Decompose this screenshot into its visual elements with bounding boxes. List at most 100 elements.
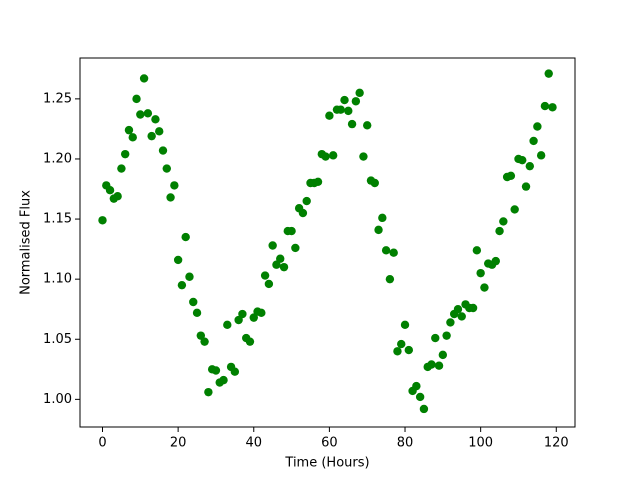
- point: [173, 255, 183, 265]
- point: [491, 256, 500, 266]
- point: [117, 164, 126, 173]
- point: [381, 246, 391, 255]
- point: [525, 161, 535, 171]
- x-axis-label: Time (Hours): [284, 456, 369, 471]
- x-tick-label: 120: [544, 436, 569, 451]
- point: [162, 164, 171, 173]
- x-tick-label: 0: [98, 436, 106, 451]
- point: [219, 375, 228, 385]
- point: [351, 97, 361, 106]
- x-tick-label: 80: [397, 436, 414, 451]
- point: [200, 337, 209, 346]
- point: [347, 119, 357, 129]
- point: [166, 193, 175, 202]
- point: [328, 151, 338, 160]
- point: [544, 69, 553, 78]
- point: [230, 367, 240, 376]
- point: [170, 181, 179, 190]
- point: [397, 339, 406, 349]
- y-tick-label: 1.20: [43, 151, 72, 166]
- point: [400, 320, 410, 330]
- y-tick-label: 1.10: [43, 272, 72, 287]
- point: [245, 337, 255, 346]
- point: [177, 280, 187, 290]
- point: [325, 111, 334, 120]
- point: [105, 186, 115, 195]
- point: [518, 155, 527, 165]
- point: [521, 182, 531, 191]
- point: [113, 192, 122, 201]
- point: [287, 226, 296, 236]
- point: [298, 208, 308, 218]
- point: [363, 121, 372, 130]
- point: [480, 283, 489, 292]
- point: [412, 381, 421, 391]
- point: [393, 347, 402, 356]
- point: [404, 345, 414, 355]
- point: [238, 309, 247, 319]
- point: [313, 177, 323, 187]
- point: [272, 260, 281, 269]
- point: [98, 216, 107, 225]
- point: [359, 152, 368, 161]
- point: [234, 315, 243, 325]
- point: [279, 262, 289, 272]
- point: [302, 196, 311, 206]
- point: [291, 243, 300, 253]
- point: [136, 110, 145, 119]
- point: [385, 274, 395, 284]
- point: [548, 103, 557, 112]
- point: [499, 217, 508, 226]
- point: [378, 213, 387, 223]
- x-tick-label: 60: [321, 436, 338, 451]
- y-tick-label: 1.25: [43, 91, 72, 106]
- point: [453, 305, 463, 314]
- point: [510, 205, 519, 214]
- y-tick-label: 1.15: [43, 212, 72, 227]
- point: [196, 331, 206, 340]
- point: [506, 171, 516, 180]
- point: [151, 115, 160, 124]
- point: [529, 136, 538, 146]
- point: [536, 151, 546, 160]
- point: [155, 127, 164, 136]
- point: [124, 125, 134, 135]
- point: [446, 318, 455, 327]
- point: [355, 88, 364, 98]
- point: [257, 308, 266, 318]
- point: [189, 297, 198, 307]
- point: [419, 404, 429, 414]
- point: [264, 279, 274, 289]
- point: [143, 109, 153, 118]
- point: [476, 268, 485, 278]
- point: [540, 101, 550, 111]
- point: [181, 232, 190, 242]
- point: [128, 133, 137, 142]
- point: [268, 241, 277, 250]
- point: [472, 246, 482, 255]
- point: [132, 94, 141, 104]
- x-tick-label: 100: [468, 436, 493, 451]
- plot-frame: [79, 57, 576, 428]
- point: [370, 178, 379, 188]
- point: [374, 225, 383, 235]
- point: [321, 152, 330, 161]
- point: [249, 313, 258, 322]
- point: [147, 131, 156, 141]
- point: [344, 106, 353, 116]
- point: [223, 320, 232, 330]
- point: [340, 95, 349, 105]
- x-tick-label: 40: [245, 436, 262, 451]
- point: [533, 122, 542, 131]
- point: [120, 149, 130, 159]
- point: [495, 226, 504, 236]
- point: [438, 350, 448, 360]
- point: [276, 254, 285, 263]
- point: [185, 272, 194, 281]
- x-tick-label: 20: [170, 436, 187, 451]
- y-tick-label: 1.00: [43, 392, 72, 407]
- point: [442, 331, 451, 340]
- point: [427, 360, 436, 369]
- point: [457, 312, 466, 321]
